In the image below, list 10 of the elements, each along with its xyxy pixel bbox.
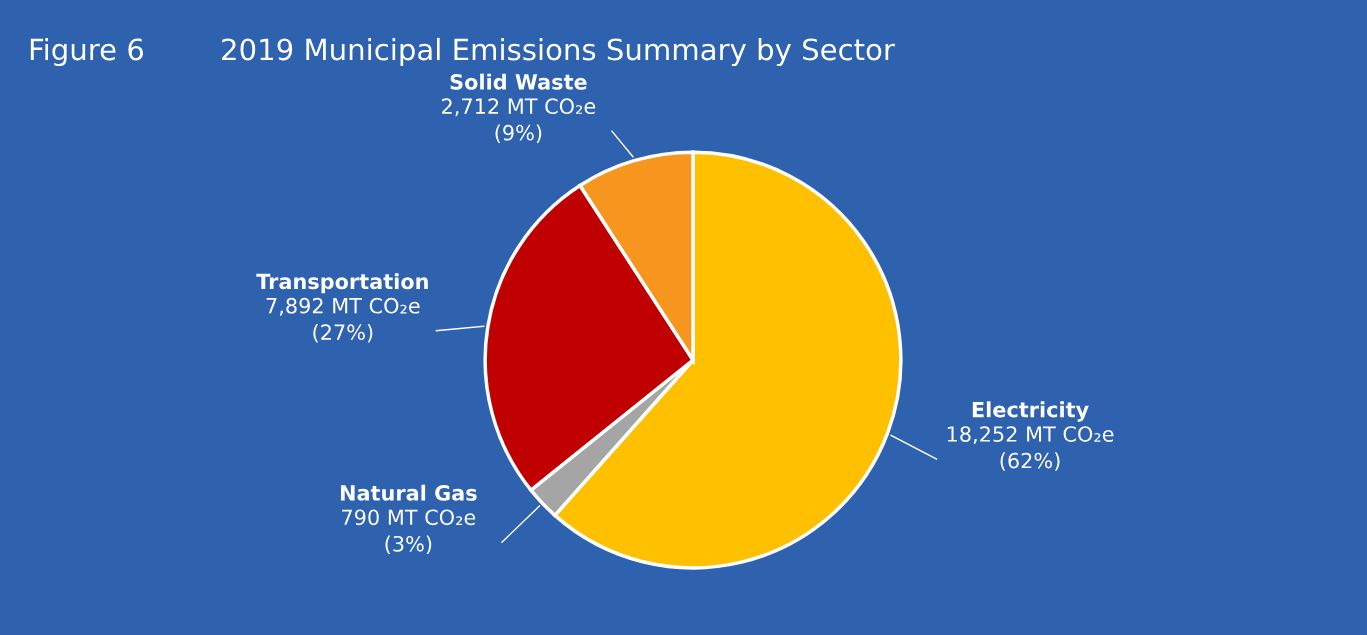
data-label: 790 MT CO₂e (3%) <box>342 509 476 555</box>
slice-label: Solid Waste <box>450 73 587 90</box>
slice-label: Natural Gas <box>340 484 477 501</box>
data-label: 2,712 MT CO₂e (9%) <box>442 98 596 144</box>
chart-title: 2019 Municipal Emissions Summary by Sector <box>222 37 895 67</box>
data-label: 7,892 MT CO₂e (27%) <box>266 297 420 343</box>
caption: Figure 6 <box>30 37 144 67</box>
data-label: 18,252 MT CO₂e (62%) <box>947 426 1114 471</box>
slice-label: Electricity <box>972 401 1089 422</box>
slice-label: Transportation <box>256 273 428 294</box>
